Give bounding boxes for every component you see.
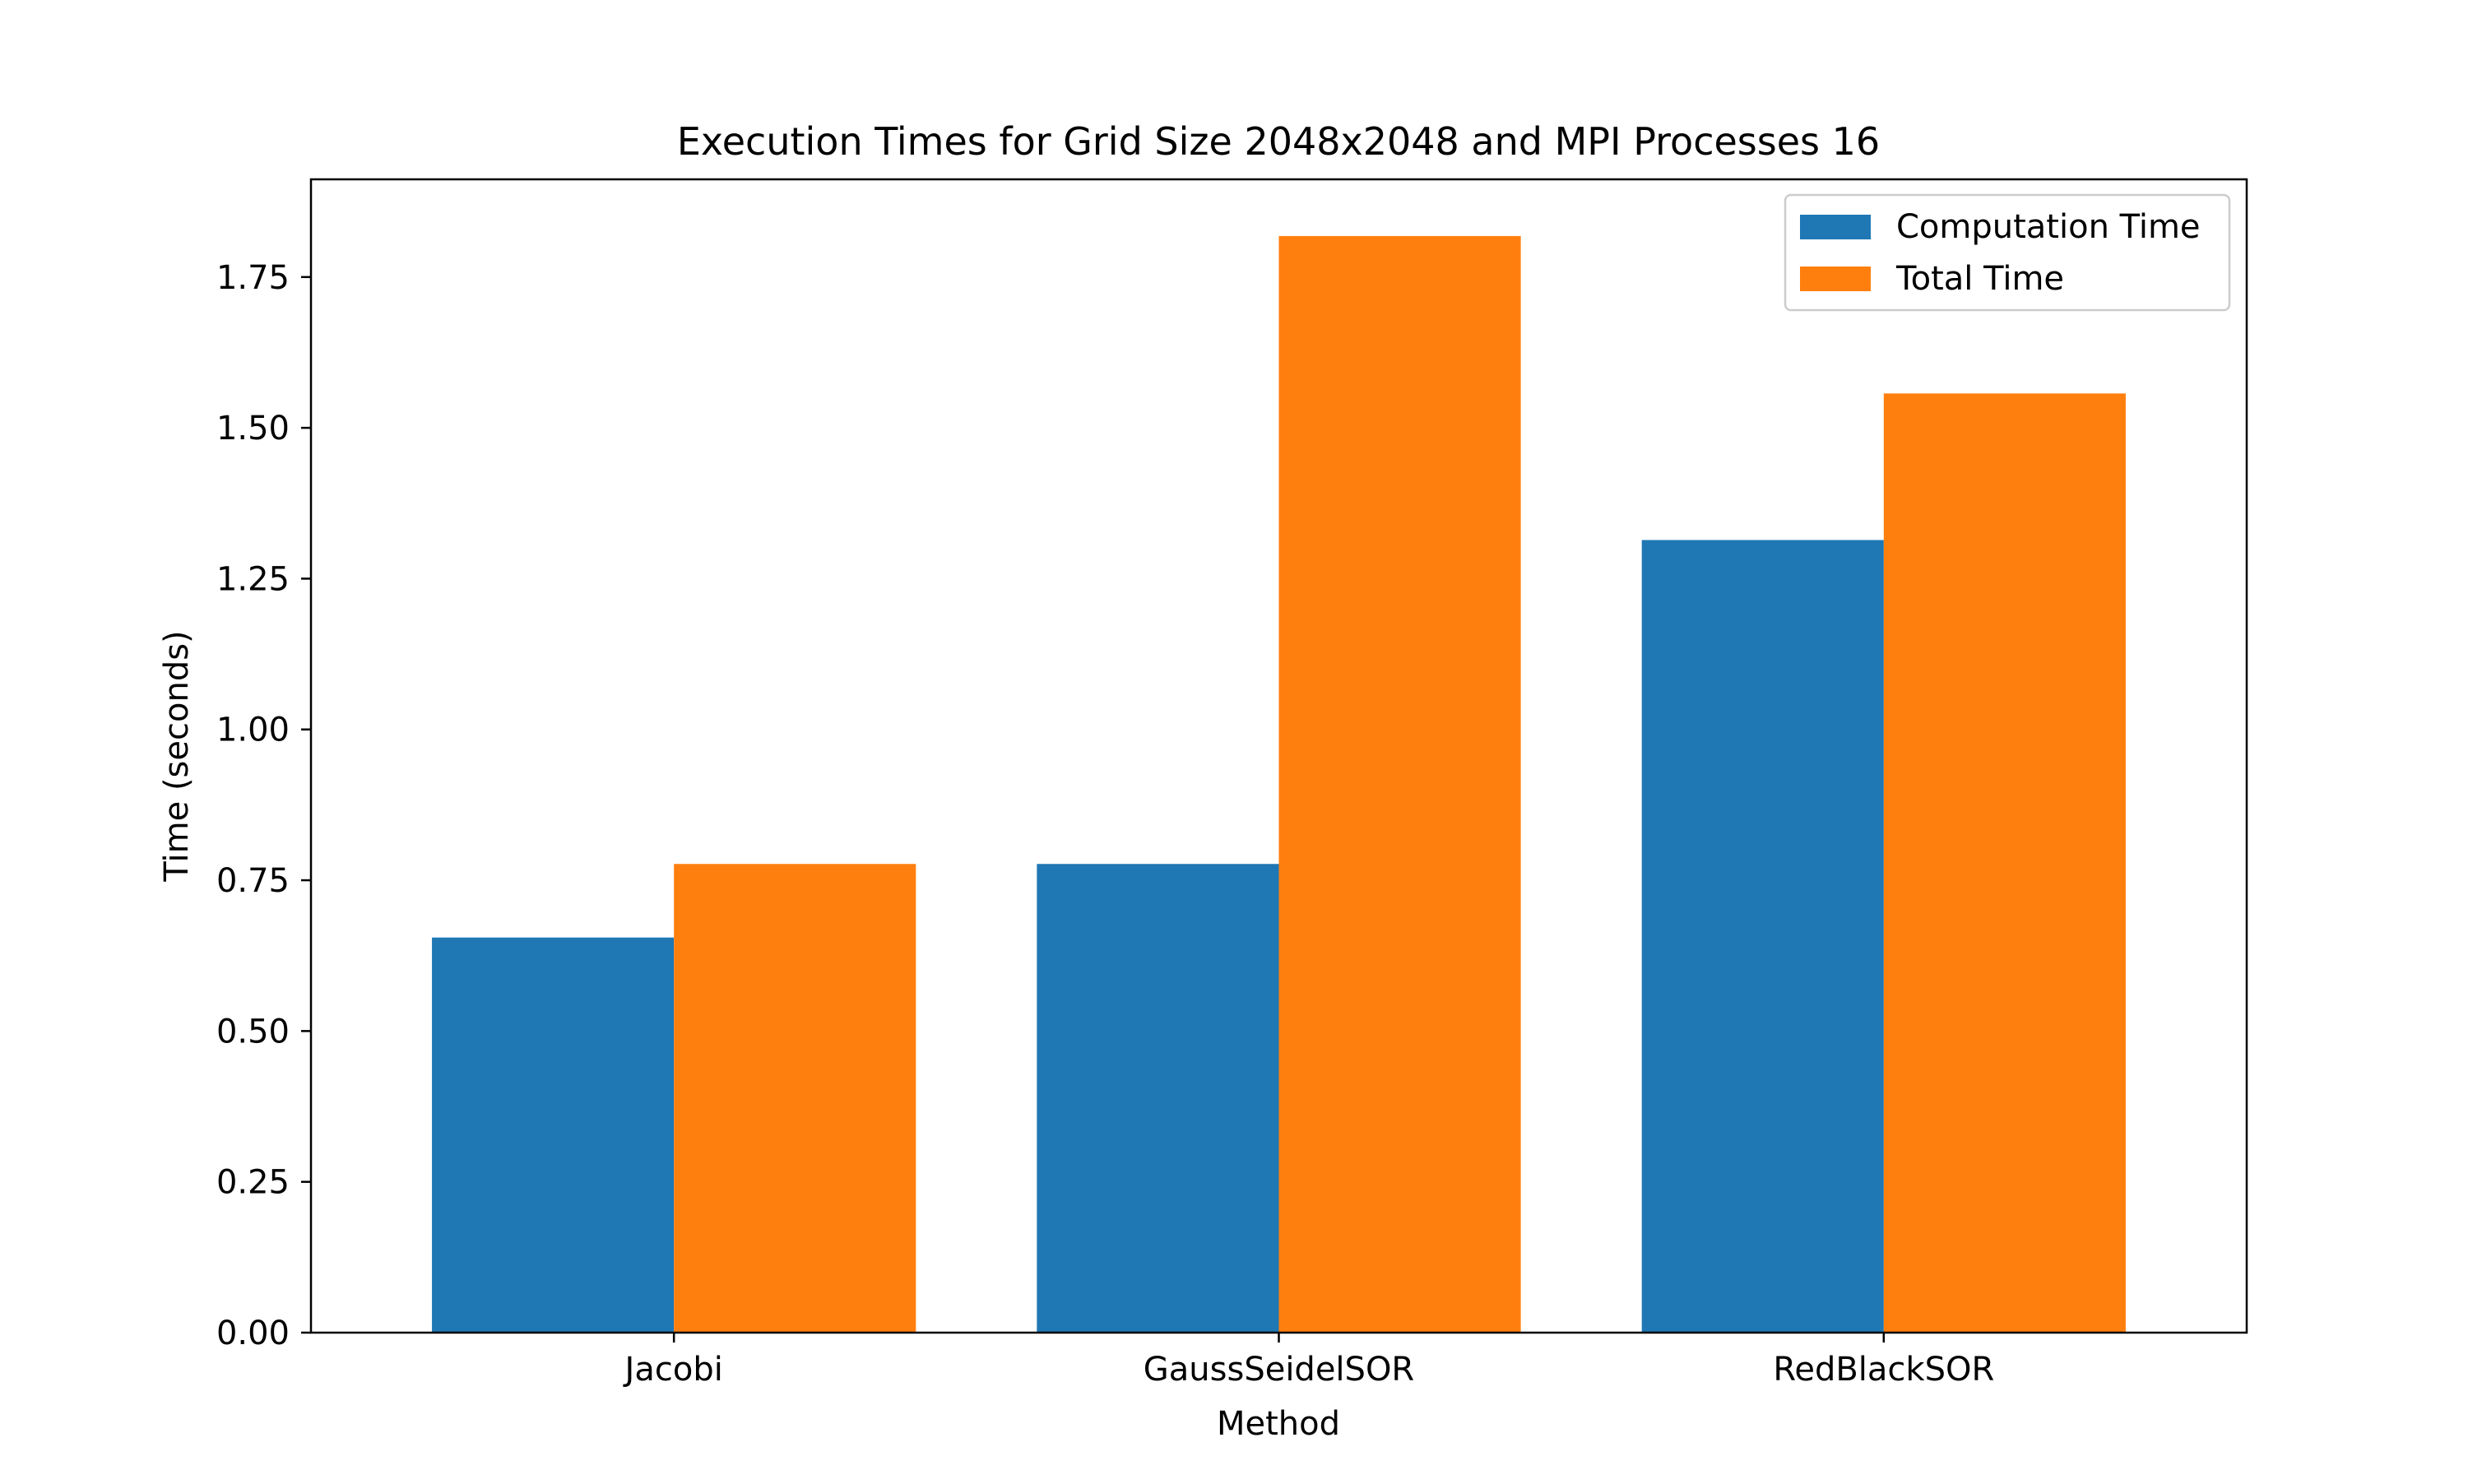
y-tick-label: 0.00 bbox=[216, 1315, 290, 1352]
bar-total-time-gaussseidelsor bbox=[1278, 235, 1521, 1333]
legend-swatch-total-time bbox=[1800, 267, 1871, 291]
bar-total-time-jacobi bbox=[674, 864, 916, 1333]
y-tick-label: 1.25 bbox=[216, 560, 290, 598]
bar-total-time-redblacksor bbox=[1883, 393, 2126, 1333]
legend-box bbox=[1784, 193, 2231, 312]
x-tick-label-jacobi: Jacobi bbox=[623, 1351, 723, 1389]
legend-label-computation-time: Computation Time bbox=[1896, 208, 2201, 246]
x-axis-label: Method bbox=[1217, 1405, 1340, 1443]
y-tick-label: 0.75 bbox=[216, 862, 290, 900]
bars-layer bbox=[432, 235, 2126, 1333]
chart-title: Execution Times for Grid Size 2048x2048 … bbox=[677, 119, 1880, 164]
bar-computation-time-redblacksor bbox=[1641, 540, 1884, 1333]
y-axis: 0.00 0.25 0.50 0.75 1.00 1.25 1.50 1.75 bbox=[216, 259, 311, 1352]
x-tick-label-redblacksor: RedBlackSOR bbox=[1773, 1351, 1994, 1389]
legend-item-computation-time: Computation Time bbox=[1800, 208, 2201, 246]
y-tick-label: 1.75 bbox=[216, 259, 290, 297]
bar-computation-time-gaussseidelsor bbox=[1037, 864, 1279, 1333]
legend-swatch-computation-time bbox=[1800, 215, 1871, 239]
bar-computation-time-jacobi bbox=[432, 937, 675, 1333]
y-tick-label: 1.00 bbox=[216, 712, 290, 749]
plot-frame bbox=[309, 178, 2248, 1334]
y-tick-label: 1.50 bbox=[216, 410, 290, 448]
legend-label-total-time: Total Time bbox=[1895, 260, 2064, 298]
legend-item-total-time: Total Time bbox=[1800, 260, 2064, 298]
legend: Computation Time Total Time bbox=[1784, 193, 2231, 312]
x-axis: Jacobi GaussSeidelSOR RedBlackSOR bbox=[623, 1333, 1994, 1389]
y-tick-label: 0.25 bbox=[216, 1164, 290, 1202]
x-tick-label-gaussseidelsor: GaussSeidelSOR bbox=[1144, 1351, 1414, 1389]
y-axis-label: Time (seconds) bbox=[158, 630, 196, 882]
y-tick-label: 0.50 bbox=[216, 1013, 290, 1050]
